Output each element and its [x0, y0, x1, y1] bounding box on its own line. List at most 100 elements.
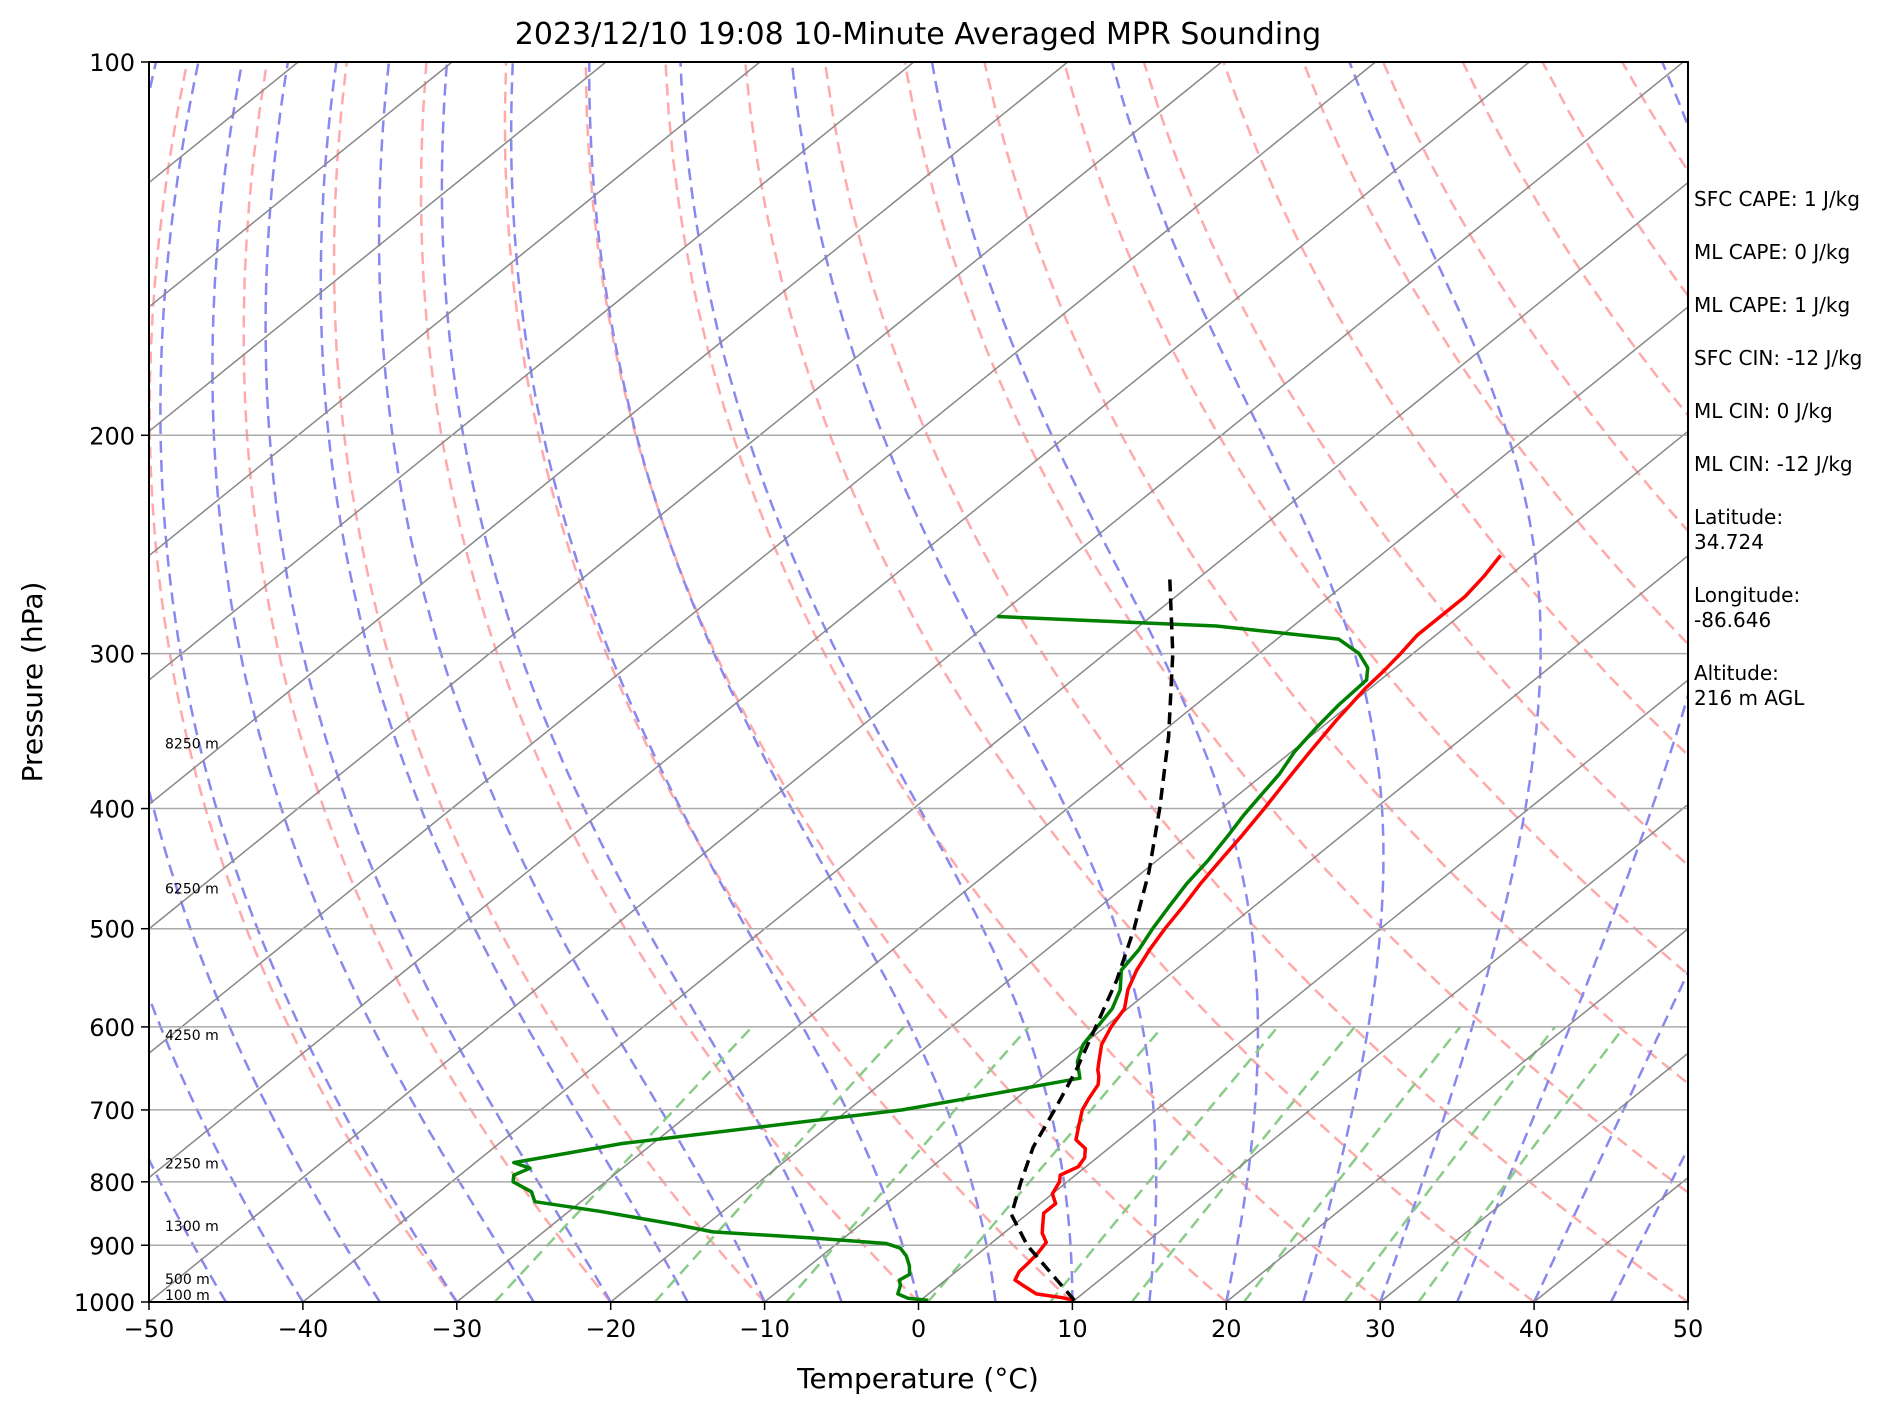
- height-label: 100 m: [165, 1288, 210, 1304]
- moist-adiabat: [1456, 62, 1688, 1302]
- isotherm: [149, 62, 915, 682]
- dry-adiabat: [903, 62, 1688, 1195]
- x-tick-label: −10: [739, 1315, 790, 1343]
- x-tick-label: −50: [124, 1315, 175, 1343]
- y-tick-label: 400: [89, 796, 135, 824]
- height-label: 6250 m: [165, 882, 219, 898]
- x-tick-label: 0: [911, 1315, 926, 1343]
- background-lines: [149, 62, 1688, 1302]
- moist-adiabat: [149, 62, 381, 1302]
- moist-adiabat: [1110, 62, 1385, 1302]
- x-tick-label: 30: [1365, 1315, 1396, 1343]
- chart-title: 2023/12/10 19:08 10-Minute Averaged MPR …: [515, 17, 1321, 52]
- isotherm: [456, 305, 1688, 1302]
- isotherm: [1225, 927, 1688, 1302]
- isotherm: [149, 62, 1069, 806]
- y-tick-label: 600: [89, 1014, 135, 1042]
- moist-adiabat: [319, 62, 689, 1302]
- x-tick-label: −40: [278, 1315, 329, 1343]
- dry-adiabat: [419, 62, 920, 1302]
- isotherm: [1379, 1052, 1688, 1302]
- height-label: 8250 m: [165, 736, 219, 752]
- moist-adiabat: [588, 62, 997, 1302]
- x-axis-ticks: −50 −40 −30 −20 −10 0 10 20 30 40 50: [124, 1302, 1704, 1343]
- altitude-block: Altitude: 216 m AGL: [1694, 661, 1894, 711]
- height-label: 2250 m: [165, 1157, 219, 1173]
- dry-adiabat: [503, 62, 1074, 1302]
- stat-ml-cin-2: ML CIN: -12 J/kg: [1694, 452, 1853, 476]
- y-axis-ticks: 100 200 300 400 500 600 700 800 900 1000: [74, 49, 149, 1317]
- stat-ml-cape-2: ML CAPE: 1 J/kg: [1694, 293, 1851, 317]
- dry-adiabat: [1222, 62, 1688, 757]
- moist-adiabat: [264, 62, 612, 1302]
- moist-adiabat: [930, 62, 1260, 1302]
- height-label: 500 m: [165, 1272, 210, 1288]
- height-label: 1300 m: [165, 1219, 219, 1235]
- dry-adiabat: [1142, 62, 1688, 867]
- height-label: 4250 m: [165, 1028, 219, 1044]
- isotherm: [764, 554, 1688, 1302]
- stat-sfc-cape: SFC CAPE: 1 J/kg: [1694, 187, 1860, 211]
- y-tick-label: 300: [89, 641, 135, 669]
- y-tick-label: 900: [89, 1232, 135, 1260]
- dry-adiabat: [332, 62, 766, 1302]
- dry-adiabat: [242, 62, 612, 1302]
- latitude-label: Latitude:: [1694, 505, 1784, 529]
- y-tick-label: 1000: [74, 1289, 135, 1317]
- moist-adiabat: [377, 62, 766, 1302]
- dry-adiabat: [1062, 62, 1688, 977]
- mixing-ratio-line: [1343, 1026, 1556, 1302]
- isotherm: [149, 62, 453, 308]
- altitude-value: 216 m AGL: [1694, 686, 1805, 710]
- y-tick-label: 200: [89, 422, 135, 450]
- isotherm: [149, 62, 1223, 930]
- isotherm: [1071, 803, 1688, 1302]
- isotherm: [610, 430, 1688, 1302]
- x-tick-label: −20: [585, 1315, 636, 1343]
- dry-adiabat: [983, 62, 1688, 1085]
- altitude-label: Altitude:: [1694, 661, 1779, 685]
- longitude-value: -86.646: [1694, 608, 1772, 632]
- dry-adiabat: [1302, 62, 1688, 646]
- parcel-line: [1009, 576, 1175, 1302]
- y-tick-label: 800: [89, 1169, 135, 1197]
- mixing-ratio-line: [1417, 1026, 1626, 1302]
- moist-adiabat: [509, 62, 920, 1302]
- mixing-ratio-line: [926, 1026, 1164, 1302]
- stat-sfc-cin: SFC CIN: -12 J/kg: [1694, 346, 1863, 370]
- x-tick-label: 10: [1057, 1315, 1088, 1343]
- x-tick-label: −30: [431, 1315, 482, 1343]
- isotherm: [149, 62, 1376, 1055]
- y-axis-label: Pressure (hPa): [16, 582, 49, 783]
- moist-adiabat: [1609, 1146, 1688, 1302]
- isotherm: [149, 62, 761, 557]
- moist-adiabat: [211, 62, 535, 1302]
- y-tick-label: 700: [89, 1097, 135, 1125]
- y-tick-label: 500: [89, 916, 135, 944]
- temperature-line: [1013, 554, 1502, 1302]
- x-tick-label: 20: [1211, 1315, 1242, 1343]
- x-tick-label: 40: [1519, 1315, 1550, 1343]
- dry-adiabat: [664, 62, 1381, 1302]
- dry-adiabat: [149, 62, 458, 1302]
- longitude-label: Longitude:: [1694, 583, 1801, 607]
- isotherm: [149, 62, 607, 433]
- latitude-block: Latitude: 34.724: [1694, 505, 1894, 555]
- dry-adiabat: [743, 62, 1535, 1302]
- mixing-ratio-line: [493, 1026, 754, 1302]
- moist-adiabat: [149, 993, 304, 1302]
- latitude-value: 34.724: [1694, 530, 1764, 554]
- dewpoint-line: [511, 614, 1370, 1302]
- moist-adiabat: [149, 1156, 227, 1302]
- longitude-block: Longitude: -86.646: [1694, 583, 1894, 633]
- dry-adiabat: [823, 62, 1688, 1302]
- stat-ml-cin: ML CIN: 0 J/kg: [1694, 399, 1833, 423]
- isotherm: [149, 62, 1530, 1179]
- isotherm: [302, 181, 1688, 1302]
- stats-panel: SFC CAPE: 1 J/kg ML CAPE: 0 J/kg ML CAPE…: [1694, 187, 1894, 739]
- y-tick-label: 100: [89, 49, 135, 77]
- x-tick-label: 50: [1673, 1315, 1704, 1343]
- isotherm: [149, 62, 1684, 1302]
- series-lines: [511, 554, 1502, 1302]
